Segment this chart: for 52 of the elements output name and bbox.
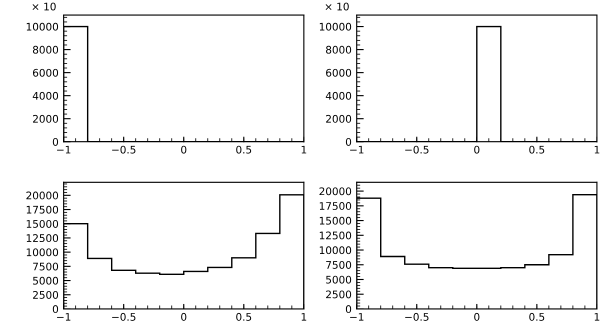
y-tick-label: 7500 [33, 262, 58, 270]
x-tick-label: 0 [181, 312, 186, 321]
x-tick-label: 0.5 [236, 146, 252, 154]
x-tick-label: −0.5 [112, 146, 136, 154]
y-tick-label: 10000 [26, 248, 58, 256]
y-tick-label: 12500 [26, 234, 58, 242]
y-tick-label: 6000 [326, 68, 352, 77]
y-tick-label: 2000 [326, 114, 352, 123]
y-tick-label: 2500 [33, 290, 58, 299]
x-tick-label: 0 [474, 312, 480, 321]
y-tick-label: 17500 [320, 202, 352, 210]
y-tick-label: 0 [52, 138, 58, 146]
x-tick-label: 0.5 [529, 146, 544, 154]
y-tick-label: 0 [346, 138, 352, 146]
x-tick-label: 1 [302, 146, 306, 154]
x-tick-label: −1 [350, 313, 364, 321]
x-tick-label: −0.5 [112, 312, 136, 321]
y-tick-label: 2000 [33, 114, 58, 123]
x-tick-label: 1 [302, 313, 306, 321]
y-tick-label: 15000 [26, 220, 58, 228]
x-tick-label: −1 [350, 146, 364, 154]
y-tick-label: 8000 [32, 46, 58, 54]
y-tick-label: 0 [52, 305, 58, 314]
x-tick-label: −0.5 [405, 146, 428, 154]
y-tick-label: 7500 [326, 260, 352, 269]
x-tick-label: 0.5 [529, 312, 544, 321]
y-axis-title: × 10 [32, 2, 56, 10]
y-tick-label: 15000 [320, 216, 352, 225]
y-tick-label: 8000 [326, 46, 352, 54]
x-tick-label: 1 [594, 146, 600, 154]
y-tick-label: 6000 [32, 68, 58, 77]
y-tick-label: 4000 [32, 92, 58, 100]
x-tick-label: −0.5 [405, 312, 428, 321]
y-tick-label: 4000 [326, 92, 352, 100]
y-tick-label: 10000 [320, 22, 352, 31]
x-tick-label: 0 [474, 146, 480, 154]
y-tick-label: 0 [346, 305, 352, 314]
y-tick-label: 2500 [326, 290, 352, 298]
y-tick-label: 20000 [26, 192, 58, 200]
x-tick-label: −1 [57, 146, 70, 154]
x-tick-label: 0 [181, 146, 186, 154]
y-tick-label: 5000 [326, 276, 352, 284]
y-tick-label: 10000 [320, 246, 352, 254]
y-tick-label: 12500 [320, 232, 352, 240]
x-tick-label: 1 [594, 313, 600, 321]
y-axis-title: × 10 [326, 2, 349, 10]
y-tick-label: 5000 [33, 276, 58, 285]
x-tick-label: −1 [57, 313, 70, 321]
y-tick-label: 17500 [26, 206, 58, 214]
x-tick-label: 0.5 [236, 312, 252, 321]
y-tick-label: 20000 [319, 187, 352, 196]
y-tick-label: 10000 [26, 22, 58, 31]
